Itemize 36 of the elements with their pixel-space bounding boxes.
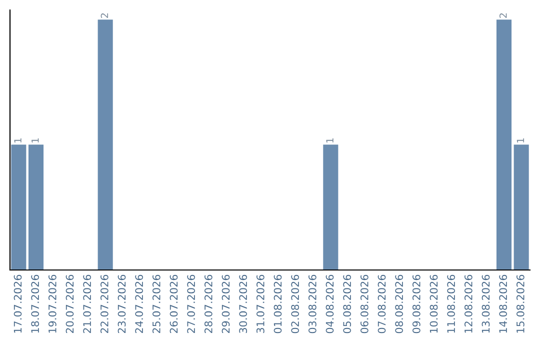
x-tick-label: 04.08.2026 — [326, 274, 334, 334]
x-tick-label: 10.08.2026 — [430, 274, 438, 333]
x-tick-label: 08.08.2026 — [395, 274, 404, 334]
data-label: 2 — [499, 13, 507, 18]
x-tick-label: 03.08.2026 — [308, 274, 316, 334]
data-label: 1 — [516, 138, 524, 143]
x-tick-label: 26.07.2026 — [170, 274, 178, 334]
x-tick-label: 01.08.2026 — [274, 274, 282, 334]
x-tick-label: 13.08.2026 — [482, 274, 490, 333]
x-tick-label: 25.07.2026 — [152, 274, 160, 334]
x-tick-label: 14.08.2026 — [499, 274, 508, 333]
data-label: 1 — [32, 138, 39, 143]
data-label: 1 — [326, 138, 334, 143]
x-tick-label: 11.08.2026 — [447, 274, 456, 333]
x-tick-label: 07.08.2026 — [378, 274, 386, 334]
x-tick-label: 02.08.2026 — [291, 274, 300, 334]
x-tick-label: 27.07.2026 — [187, 274, 196, 334]
x-tick-label: 09.08.2026 — [412, 274, 420, 334]
data-label: 1 — [14, 138, 22, 143]
x-tick-label: 29.07.2026 — [222, 274, 230, 334]
x-tick-label: 20.07.2026 — [66, 274, 74, 334]
x-tick-label: 30.07.2026 — [239, 274, 248, 334]
x-tick-label: 18.07.2026 — [31, 274, 40, 333]
x-tick-label: 05.08.2026 — [343, 274, 352, 334]
x-tick-label: 21.07.2026 — [83, 274, 92, 334]
data-label: 2 — [100, 13, 108, 18]
x-tick-label: 19.07.2026 — [48, 274, 56, 333]
x-tick-label: 12.08.2026 — [464, 274, 472, 333]
x-tick-label: 22.07.2026 — [100, 274, 108, 334]
x-tick-label: 17.07.2026 — [14, 274, 22, 333]
x-tick-label: 31.07.2026 — [256, 274, 264, 334]
x-tick-label: 28.07.2026 — [204, 274, 212, 334]
x-tick-label: 06.08.2026 — [360, 274, 368, 334]
x-tick-label: 24.07.2026 — [135, 274, 144, 334]
x-tick-label: 15.08.2026 — [516, 274, 524, 333]
x-tick-label: 23.07.2026 — [118, 274, 126, 334]
